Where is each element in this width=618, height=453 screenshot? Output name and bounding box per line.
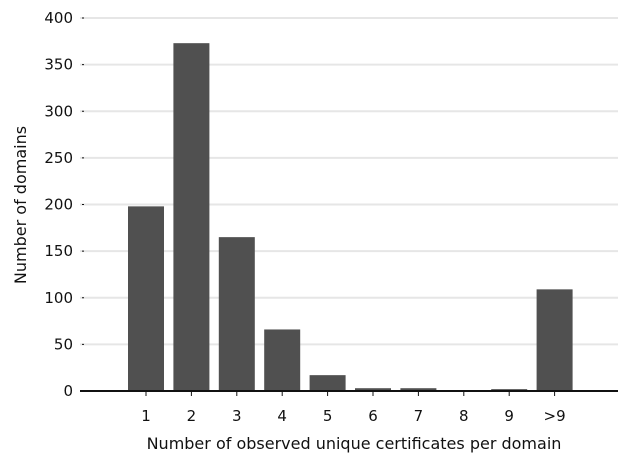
x-tick-label: 2 bbox=[187, 407, 197, 425]
x-tick-label: 8 bbox=[459, 407, 469, 425]
y-tick-label: 50 bbox=[54, 335, 73, 353]
x-tick-label: 9 bbox=[504, 407, 514, 425]
x-tick-label: 1 bbox=[141, 407, 151, 425]
bar bbox=[218, 237, 255, 391]
x-tick-label: 3 bbox=[232, 407, 242, 425]
x-tick-labels: 1 2 3 4 5 6 7 8 9 >9 bbox=[141, 392, 566, 425]
y-tick-label: 350 bbox=[44, 56, 73, 74]
y-tick-label: 300 bbox=[44, 102, 73, 120]
x-tick-label: 4 bbox=[277, 407, 287, 425]
bar bbox=[536, 289, 573, 391]
x-tick-label: 6 bbox=[368, 407, 378, 425]
bar bbox=[173, 43, 210, 392]
y-tick-label: 0 bbox=[63, 382, 73, 400]
y-tick-label: 200 bbox=[44, 196, 73, 214]
x-tick-label: 5 bbox=[323, 407, 333, 425]
y-tick-label: 150 bbox=[44, 242, 73, 260]
gridlines bbox=[80, 17, 618, 346]
y-tick-label: 100 bbox=[44, 289, 73, 307]
x-axis-label: Number of observed unique certificates p… bbox=[147, 434, 562, 453]
bar bbox=[400, 388, 437, 391]
bar bbox=[128, 206, 164, 391]
y-tick-labels: 0 50 100 150 200 250 300 350 400 bbox=[44, 9, 84, 400]
bars bbox=[128, 43, 573, 392]
bar bbox=[309, 375, 346, 391]
bar bbox=[264, 329, 301, 391]
y-tick-label: 400 bbox=[44, 9, 73, 27]
x-tick-label: 7 bbox=[414, 407, 424, 425]
y-axis-label: Number of domains bbox=[11, 126, 30, 284]
y-tick-label: 250 bbox=[44, 149, 73, 167]
bar bbox=[355, 388, 391, 391]
x-tick-label: >9 bbox=[544, 407, 566, 425]
